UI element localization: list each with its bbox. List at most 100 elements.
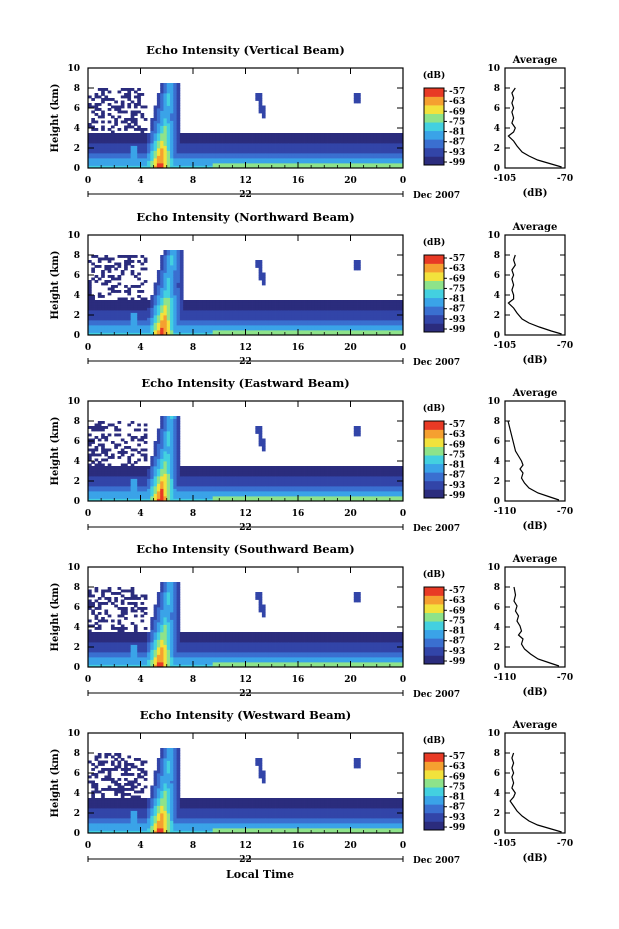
heatmap-cell [298, 160, 302, 164]
heatmap-cell [383, 158, 387, 161]
heatmap-cell [215, 468, 220, 472]
heatmap-cell [232, 478, 237, 482]
heatmap-cell [156, 456, 161, 459]
heatmap-cell [206, 315, 210, 318]
colorbar-tick-label: -75 [449, 284, 465, 294]
heatmap-cell [189, 165, 194, 169]
heatmap-cell [278, 312, 282, 316]
heatmap-cell [209, 302, 214, 306]
heatmap-cell [340, 307, 345, 311]
heatmap-cell [281, 488, 286, 492]
heatmap-cell [350, 160, 355, 164]
heatmap-cell [265, 153, 269, 156]
heatmap-cell [91, 140, 95, 144]
heatmap-cell [173, 125, 177, 129]
heatmap-cell [94, 476, 99, 479]
heatmap-cell [97, 496, 102, 499]
heatmap-cell [170, 128, 174, 131]
heatmap-cell [160, 436, 164, 439]
heatmap-cell [357, 312, 361, 316]
heatmap-cell [347, 496, 351, 499]
heatmap-cell [393, 140, 397, 144]
heatmap-cell [176, 260, 181, 263]
heatmap-cell [110, 125, 115, 129]
heatmap-cell [156, 496, 161, 499]
heatmap-cell [133, 320, 138, 323]
heatmap-cell [117, 148, 122, 151]
heatmap-cell [255, 150, 260, 154]
heatmap-cell [258, 330, 263, 333]
heatmap-cell [347, 150, 351, 154]
x-tick-label: 20 [344, 176, 357, 186]
heatmap-cell [373, 312, 378, 316]
heatmap-cell [212, 486, 217, 489]
heatmap-cell [245, 155, 250, 159]
heatmap-cell [140, 282, 145, 286]
heatmap-cell [107, 150, 112, 154]
heatmap-cell [288, 476, 292, 479]
heatmap-cell [101, 312, 105, 316]
heatmap-cell [173, 252, 177, 256]
heatmap-cell [163, 488, 168, 492]
heatmap-cell [389, 300, 394, 303]
heatmap-cell [91, 148, 95, 151]
heatmap-cell [156, 317, 161, 321]
heatmap-cell [215, 330, 220, 333]
heatmap-cell [314, 471, 319, 474]
heatmap-cell [91, 461, 95, 464]
heatmap-cell [337, 498, 342, 502]
heatmap-cell [347, 158, 351, 161]
heatmap-cell [94, 312, 99, 316]
heatmap-cell [110, 275, 115, 278]
heatmap-cell [166, 320, 171, 323]
heatmap-cell [120, 95, 125, 99]
heatmap-cell [173, 448, 177, 452]
heatmap-cell [173, 456, 177, 459]
heatmap-cell [91, 441, 95, 444]
heatmap-cell [347, 481, 351, 484]
heatmap-cell [140, 453, 145, 457]
heatmap-cell [101, 275, 105, 278]
heatmap-cell [212, 158, 217, 161]
heatmap-cell [147, 481, 151, 484]
heatmap-cell [107, 325, 112, 328]
heatmap-cell [104, 267, 109, 271]
heatmap-cell [97, 115, 102, 119]
heatmap-cell [153, 441, 158, 444]
heatmap-cell [193, 320, 197, 323]
heatmap-cell [314, 488, 319, 492]
heatmap-cell [91, 105, 95, 109]
heatmap-cell [88, 312, 92, 316]
heatmap-cell [130, 421, 135, 424]
heatmap-cell [127, 262, 132, 266]
heatmap-cell [242, 138, 246, 141]
heatmap-cell [133, 135, 138, 139]
heatmap-cell [393, 155, 397, 159]
heatmap-cell [265, 138, 269, 141]
heatmap-cell [242, 305, 246, 308]
heatmap-cell [133, 143, 138, 146]
heatmap-cell [160, 115, 164, 119]
heatmap-cell [127, 135, 132, 139]
heatmap-cell [304, 468, 309, 472]
heatmap-cell [166, 451, 171, 454]
heatmap-cell [156, 150, 161, 154]
heatmap-cell [304, 488, 309, 492]
heatmap-cell [206, 153, 210, 156]
heatmap-cell [196, 140, 200, 144]
heatmap-cell [179, 305, 184, 308]
heatmap-cell [133, 145, 138, 149]
heatmap-cell [173, 468, 177, 472]
heatmap-cell [147, 498, 151, 502]
heatmap-cell [347, 133, 351, 136]
heatmap-cell [376, 135, 381, 139]
heatmap-cell [255, 320, 260, 323]
heatmap-cell [170, 108, 174, 111]
heatmap-cell [189, 325, 194, 328]
heatmap-cell [183, 466, 187, 469]
heatmap-cell [268, 300, 273, 303]
heatmap-cell [363, 325, 368, 328]
heatmap-cell [91, 145, 95, 149]
heatmap-cell [307, 155, 312, 159]
heatmap-cell [173, 120, 177, 124]
